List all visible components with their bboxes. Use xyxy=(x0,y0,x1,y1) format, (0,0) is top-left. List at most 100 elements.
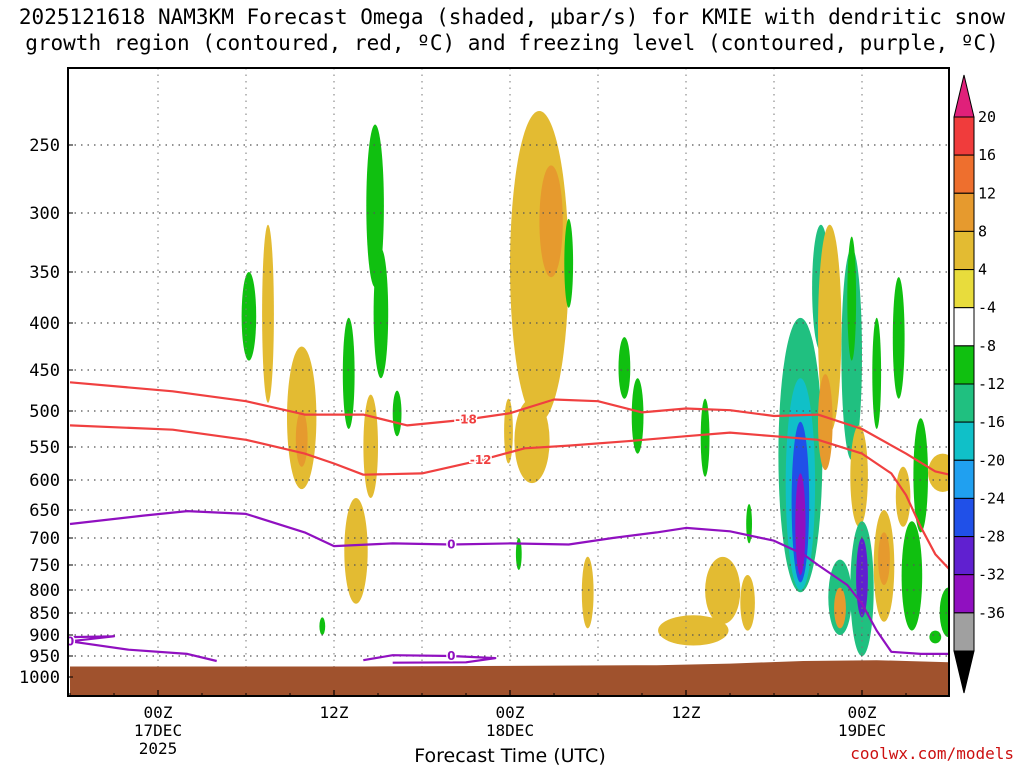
omega-blob xyxy=(366,124,384,288)
omega-blob xyxy=(913,418,928,533)
colorbar-label: -24 xyxy=(978,489,1005,507)
colorbar-swatch xyxy=(953,307,975,347)
colorbar-label: 20 xyxy=(978,108,996,126)
omega-blob xyxy=(631,378,644,454)
y-tick-label: 950 xyxy=(29,647,60,667)
x-tick-label: 00Z xyxy=(496,703,525,722)
y-tick-label: 900 xyxy=(29,626,60,646)
colorbar-label: -12 xyxy=(978,375,1005,393)
omega-blob xyxy=(319,617,326,635)
omega-blob xyxy=(618,337,631,399)
x-tick-label: 2025 xyxy=(139,739,178,758)
contour-label: 0 xyxy=(447,538,455,552)
x-tick-label: 18DEC xyxy=(486,721,534,740)
y-axis: 2503003504004505005506006507007508008509… xyxy=(19,136,73,688)
x-tick-label: 12Z xyxy=(320,703,349,722)
omega-blob xyxy=(262,224,274,403)
colorbar-swatch xyxy=(953,574,975,614)
y-tick-label: 400 xyxy=(29,314,60,334)
omega-blob xyxy=(510,111,569,422)
omega-shading xyxy=(241,111,949,656)
colorbar-swatch xyxy=(953,116,975,156)
colorbar-extend-top xyxy=(953,74,975,118)
title-line-1: 2025121618 NAM3KM Forecast Omega (shaded… xyxy=(18,5,1006,29)
omega-blob xyxy=(564,218,574,308)
colorbar-swatch xyxy=(953,154,975,194)
terrain xyxy=(70,660,949,696)
omega-blob xyxy=(892,277,905,399)
colorbar-swatch xyxy=(953,459,975,499)
colorbar-label: 8 xyxy=(978,222,987,240)
colorbar-swatch xyxy=(953,421,975,461)
omega-blob xyxy=(834,587,846,629)
omega-blob xyxy=(740,575,755,631)
colorbar-swatch xyxy=(953,230,975,270)
colorbar-label: -16 xyxy=(978,413,1005,431)
y-tick-label: 450 xyxy=(29,361,60,381)
x-tick-label: 00Z xyxy=(848,703,877,722)
omega-blob xyxy=(705,556,741,625)
omega-blob xyxy=(700,398,710,477)
omega-blob xyxy=(241,272,257,361)
x-tick-label: 00Z xyxy=(144,703,173,722)
omega-blob xyxy=(658,615,729,646)
contour-label: 0 xyxy=(66,634,74,648)
omega-blob xyxy=(929,630,942,644)
colorbar-swatch xyxy=(953,612,975,652)
y-tick-label: 600 xyxy=(29,471,60,491)
omega-blob xyxy=(850,425,868,527)
y-tick-label: 550 xyxy=(29,438,60,458)
contours: -18 -12 0 0 0 xyxy=(66,381,949,665)
omega-blob xyxy=(344,498,368,604)
colorbar-swatch xyxy=(953,383,975,423)
title-line-2: growth region (contoured, red, ºC) and f… xyxy=(25,31,999,55)
contour-freezing-level-surface xyxy=(363,654,497,664)
y-tick-label: 650 xyxy=(29,501,60,521)
grid xyxy=(68,68,949,696)
contour-freezing-level xyxy=(69,510,949,655)
terrain-fill xyxy=(70,660,949,696)
y-tick-label: 250 xyxy=(29,136,60,156)
contour-dgz-lower xyxy=(69,424,949,571)
omega-blob xyxy=(581,556,594,629)
y-tick-label: 850 xyxy=(29,604,60,624)
omega-blob xyxy=(872,317,882,429)
omega-blob xyxy=(514,398,550,484)
omega-blob xyxy=(295,411,308,467)
omega-blob xyxy=(539,165,563,278)
omega-blob xyxy=(878,532,890,585)
omega-blob xyxy=(342,317,355,429)
contour-label: -18 xyxy=(455,413,477,427)
y-tick-label: 1000 xyxy=(19,668,60,688)
colorbar-label: -32 xyxy=(978,566,1005,584)
colorbar-swatch xyxy=(953,269,975,309)
colorbar-swatch xyxy=(953,536,975,576)
colorbar-label: -36 xyxy=(978,604,1005,622)
omega-blob xyxy=(795,473,806,575)
omega-blob xyxy=(373,248,389,379)
x-tick-label: 19DEC xyxy=(838,721,886,740)
y-tick-label: 750 xyxy=(29,556,60,576)
colorbar-label: -28 xyxy=(978,528,1005,546)
omega-blob xyxy=(363,394,379,498)
contour-label: -12 xyxy=(470,453,492,467)
omega-blob xyxy=(746,504,752,544)
colorbar-label: 16 xyxy=(978,146,996,164)
x-axis-title: Forecast Time (UTC) xyxy=(414,745,606,767)
y-tick-label: 350 xyxy=(29,263,60,283)
colorbar-swatch xyxy=(953,345,975,385)
colorbar-swatch xyxy=(953,192,975,232)
colorbar-label: -4 xyxy=(978,299,996,317)
y-tick-label: 700 xyxy=(29,529,60,549)
omega-blob xyxy=(818,374,833,471)
omega-blob xyxy=(895,466,911,527)
omega-blob xyxy=(856,538,868,618)
contour-label: 0 xyxy=(447,649,455,663)
colorbar-extend-bottom xyxy=(953,650,975,694)
colorbar-label: -20 xyxy=(978,451,1005,469)
credit-text: coolwx.com/models xyxy=(850,744,1014,763)
y-tick-label: 800 xyxy=(29,581,60,601)
colorbar-label: 4 xyxy=(978,261,987,279)
omega-blob xyxy=(847,236,857,361)
